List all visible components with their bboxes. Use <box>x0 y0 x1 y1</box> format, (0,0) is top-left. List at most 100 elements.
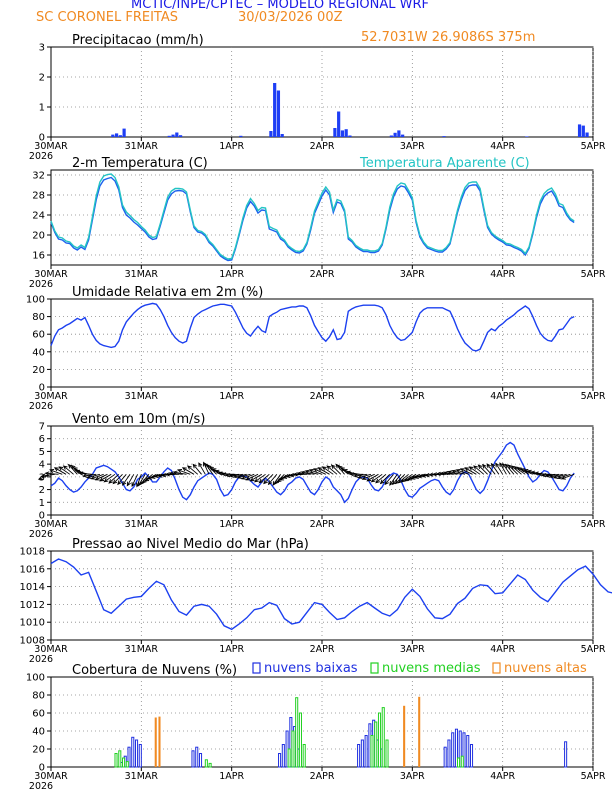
wind-wind-arrow <box>561 473 575 480</box>
humidity-x-tick-label: 2APR <box>310 391 335 402</box>
wind-series-line-vento <box>50 441 575 504</box>
wind-wind-arrow-head <box>144 477 150 482</box>
clouds-legend-swatch-nuvens-baixas <box>252 662 261 674</box>
wind-wind-arrow-shaft <box>335 464 345 475</box>
wind-wind-arrow-shaft <box>395 473 406 484</box>
wind-wind-arrow-shaft <box>49 469 63 475</box>
clouds-bar-nuvens-medias <box>457 757 461 768</box>
wind-wind-arrow <box>495 462 504 475</box>
clouds-y-tick-label: 20 <box>32 745 45 756</box>
wind-wind-arrow <box>90 473 104 480</box>
clouds-x-tick-label: 31MAR <box>125 771 159 782</box>
wind-wind-arrow-shaft <box>259 473 270 484</box>
clouds-bar-nuvens-baixas <box>138 744 142 768</box>
humidity-y-tick-label: 60 <box>32 330 45 341</box>
wind-wind-arrow-head <box>49 469 55 474</box>
clouds-x-tick-label: 4APR <box>490 771 515 782</box>
wind-wind-arrow-head <box>108 479 114 484</box>
temperature-y-tick-label: 32 <box>32 171 45 182</box>
wind-wind-arrow-head <box>375 478 381 484</box>
precip-bar-precipitacao <box>397 130 401 137</box>
wind-wind-arrow-head <box>150 474 156 479</box>
clouds-bar-nuvens-baixas <box>127 746 131 768</box>
temperature-x-tick-label: 1APR <box>219 269 244 280</box>
pressure-x-year-label: 2026 <box>29 654 53 665</box>
wind-wind-arrow-head <box>526 469 532 474</box>
wind-wind-arrow-head <box>394 479 400 485</box>
precip-x-year-label: 2026 <box>29 151 53 162</box>
wind-wind-arrow <box>206 464 217 475</box>
wind-wind-arrow-head <box>349 472 355 477</box>
wind-wind-arrow-head <box>420 473 427 478</box>
wind-wind-arrow-head <box>392 480 397 486</box>
pressure-x-tick-label: 31MAR <box>125 644 159 655</box>
wind-wind-arrow-shaft <box>207 464 217 475</box>
clouds-bar-nuvens-baixas <box>443 746 447 768</box>
wind-wind-arrow <box>112 473 123 485</box>
clouds-bar-nuvens-medias <box>460 755 464 768</box>
wind-wind-arrow-shaft <box>499 462 507 475</box>
clouds-bar-nuvens-medias <box>298 712 302 768</box>
wind-wind-arrow-head <box>407 476 413 481</box>
wind-y-tick-label: 5 <box>39 447 45 458</box>
precip-y-tick-label: 0 <box>39 133 45 144</box>
wind-wind-arrow-shaft <box>268 474 278 485</box>
clouds-bar-nuvens-altas <box>158 716 161 767</box>
clouds-bar-nuvens-baixas <box>198 753 203 768</box>
temperature-x-tick-label: 30MAR <box>34 269 68 280</box>
wind-wind-arrow-shaft <box>389 474 398 486</box>
clouds-bar-nuvens-baixas <box>195 746 199 768</box>
humidity-y-tick-label: 20 <box>32 365 45 376</box>
wind-wind-arrow-head <box>164 472 170 477</box>
wind-y-tick-label: 7 <box>39 422 45 433</box>
wind-wind-arrow-shaft <box>192 464 202 475</box>
wind-wind-arrow-head <box>432 472 438 477</box>
wind-wind-arrow <box>245 473 259 481</box>
location-name: SC CORONEL FREITAS <box>36 10 178 25</box>
wind-wind-arrow <box>122 474 131 486</box>
clouds-bar-nuvens-medias <box>381 707 385 768</box>
precip-bar-precipitacao <box>333 128 337 137</box>
wind-wind-arrow-shaft <box>326 465 338 475</box>
clouds-bar-nuvens-medias <box>125 761 129 768</box>
temperature-series-line-temperatura-aparente-c- <box>50 173 575 260</box>
wind-wind-arrow-shaft <box>138 474 146 486</box>
wind-wind-arrow <box>131 474 138 488</box>
wind-wind-arrow <box>473 465 485 475</box>
precip-bar-precipitacao <box>442 136 446 137</box>
wind-wind-arrow-head <box>455 469 461 474</box>
wind-wind-arrow-head <box>317 467 323 472</box>
wind-wind-arrow-shaft <box>561 473 575 480</box>
wind-wind-arrow-shaft <box>263 473 274 484</box>
wind-wind-arrow <box>326 465 338 475</box>
clouds-bar-nuvens-baixas <box>466 735 470 768</box>
clouds-bar-nuvens-medias <box>208 762 212 768</box>
wind-wind-arrow-head <box>241 475 247 480</box>
pressure-x-tick-label: 4APR <box>490 644 515 655</box>
wind-wind-arrow-head <box>370 478 376 483</box>
wind-wind-arrow <box>78 471 93 476</box>
wind-wind-arrow-head <box>482 463 487 469</box>
wind-wind-arrow-shaft <box>456 469 469 475</box>
precip-bar-precipitacao <box>239 135 243 137</box>
humidity-y-tick-label: 80 <box>32 312 45 323</box>
wind-wind-arrow-head <box>549 474 555 479</box>
wind-wind-arrow-shaft <box>469 466 481 475</box>
wind-wind-arrow-head <box>177 469 183 474</box>
clouds-title: Cobertura de Nuvens (%) <box>72 663 237 678</box>
wind-title: Vento em 10m (m/s) <box>72 412 205 427</box>
wind-wind-arrow-shaft <box>45 472 59 475</box>
wind-wind-arrow-head <box>523 469 529 474</box>
wind-wind-arrow-head <box>37 475 43 480</box>
precip-title: Precipitacao (mm/h) <box>72 33 204 48</box>
clouds-bar-nuvens-altas <box>403 705 406 767</box>
wind-wind-arrow-head <box>495 462 500 468</box>
clouds-bar-nuvens-baixas <box>458 730 462 768</box>
wind-wind-arrow-head <box>400 478 406 483</box>
wind-wind-arrow-head <box>403 477 409 482</box>
precip-x-tick-label: 30MAR <box>34 141 68 152</box>
clouds-bar-nuvens-baixas <box>451 732 455 768</box>
clouds-bar-nuvens-baixas <box>191 750 195 768</box>
wind-wind-arrow <box>379 473 391 485</box>
wind-wind-arrow-head <box>424 473 430 478</box>
